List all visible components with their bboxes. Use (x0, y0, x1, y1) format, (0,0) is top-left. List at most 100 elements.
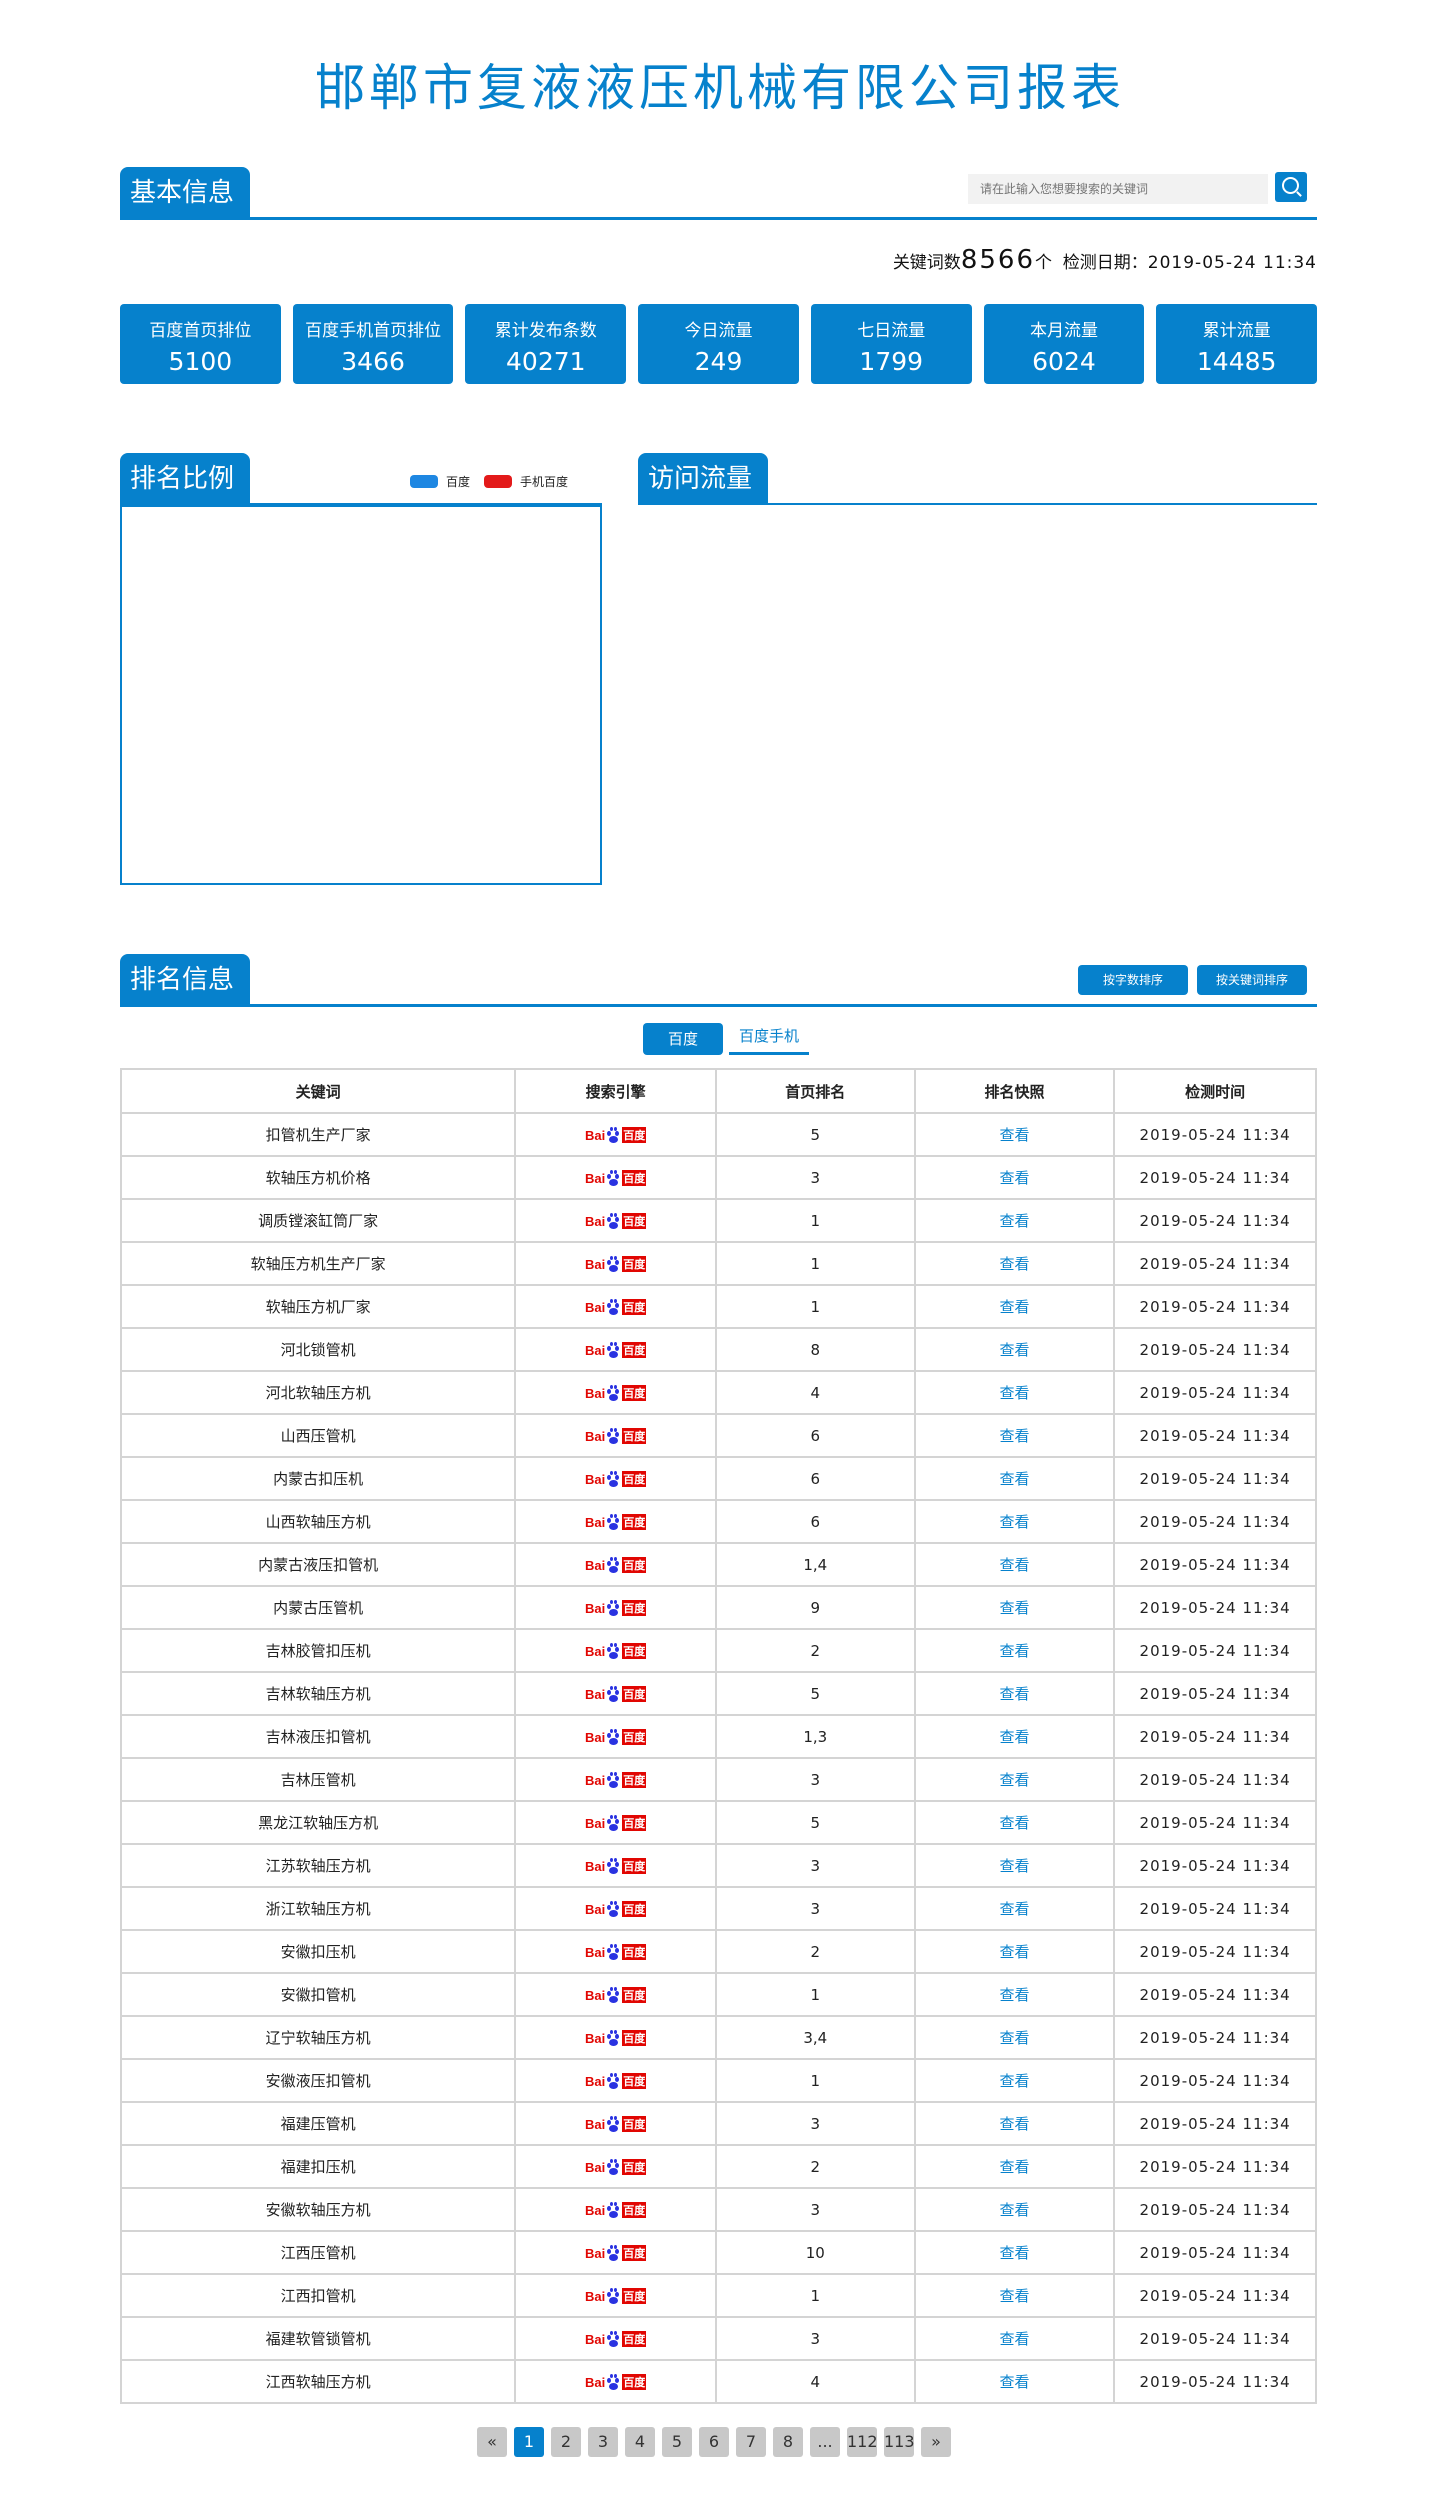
rank-cell: 3 (714, 1886, 916, 1931)
rank-cell: 6 (714, 1413, 916, 1458)
table-row: 江苏软轴压方机 Bai 百度 3 查看 2019-05-24 11:34 (119, 1843, 1317, 1888)
view-snapshot-link[interactable]: 查看 (913, 2015, 1116, 2060)
baidu-logo: Bai 百度 (585, 1900, 647, 1917)
page-button[interactable]: ... (810, 2427, 840, 2457)
keyword-cell: 江西软轴压方机 (119, 2359, 517, 2404)
view-snapshot-link[interactable]: 查看 (913, 1757, 1116, 1802)
sort-by-count-button[interactable]: 按字数排序 (1078, 965, 1188, 995)
view-snapshot-link[interactable]: 查看 (913, 1241, 1116, 1286)
rank-cell: 1 (714, 2273, 916, 2318)
page-button[interactable]: 2 (551, 2427, 581, 2457)
logo-text: Bai (585, 1170, 606, 1186)
keyword-cell: 辽宁软轴压方机 (119, 2015, 517, 2060)
logo-cn: 百度 (622, 2115, 647, 2132)
column-header: 排名快照 (913, 1068, 1116, 1114)
time-cell: 2019-05-24 11:34 (1113, 1628, 1317, 1673)
table-row: 吉林软轴压方机 Bai 百度 5 查看 2019-05-24 11:34 (119, 1671, 1317, 1716)
table-row: 福建软管锁管机 Bai 百度 3 查看 2019-05-24 11:34 (119, 2316, 1317, 2361)
view-snapshot-link[interactable]: 查看 (913, 1843, 1116, 1888)
view-snapshot-link[interactable]: 查看 (913, 1112, 1116, 1157)
logo-text: Bai (585, 2245, 606, 2261)
logo-cn: 百度 (622, 2201, 647, 2218)
tab-baidu-mobile[interactable]: 百度手机 (729, 1023, 809, 1055)
keyword-cell: 吉林液压扣管机 (119, 1714, 517, 1759)
baidu-paw-icon (606, 1986, 620, 2003)
stat-value: 40271 (506, 347, 586, 376)
view-snapshot-link[interactable]: 查看 (913, 1284, 1116, 1329)
stat-value: 5100 (168, 347, 233, 376)
table-row: 山西压管机 Bai 百度 6 查看 2019-05-24 11:34 (119, 1413, 1317, 1458)
traffic-header: 访问流量 (638, 453, 1317, 505)
view-snapshot-link[interactable]: 查看 (913, 2144, 1116, 2189)
view-snapshot-link[interactable]: 查看 (913, 1671, 1116, 1716)
time-cell: 2019-05-24 11:34 (1113, 1929, 1317, 1974)
rank-cell: 5 (714, 1112, 916, 1157)
tab-baidu[interactable]: 百度 (643, 1023, 723, 1055)
view-snapshot-link[interactable]: 查看 (913, 1499, 1116, 1544)
time-cell: 2019-05-24 11:34 (1113, 2230, 1317, 2275)
view-snapshot-link[interactable]: 查看 (913, 1886, 1116, 1931)
baidu-logo: Bai 百度 (585, 1814, 647, 1831)
page-button[interactable]: 4 (625, 2427, 655, 2457)
view-snapshot-link[interactable]: 查看 (913, 1198, 1116, 1243)
rank-cell: 2 (714, 1628, 916, 1673)
baidu-logo: Bai 百度 (585, 1599, 647, 1616)
rank-cell: 8 (714, 1327, 916, 1372)
page-button[interactable]: 5 (662, 2427, 692, 2457)
time-cell: 2019-05-24 11:34 (1113, 1198, 1317, 1243)
baidu-paw-icon (606, 1814, 620, 1831)
table-row: 内蒙古扣压机 Bai 百度 6 查看 2019-05-24 11:34 (119, 1456, 1317, 1501)
logo-cn: 百度 (622, 1169, 647, 1186)
page-button[interactable]: 112 (847, 2427, 878, 2457)
page-button[interactable]: 6 (699, 2427, 729, 2457)
keyword-cell: 安徽扣管机 (119, 1972, 517, 2017)
page-button[interactable]: 3 (588, 2427, 618, 2457)
view-snapshot-link[interactable]: 查看 (913, 1800, 1116, 1845)
keyword-cell: 内蒙古液压扣管机 (119, 1542, 517, 1587)
view-snapshot-link[interactable]: 查看 (913, 2359, 1116, 2404)
baidu-paw-icon (606, 2330, 620, 2347)
rank-cell: 2 (714, 2144, 916, 2189)
view-snapshot-link[interactable]: 查看 (913, 2230, 1116, 2275)
view-snapshot-link[interactable]: 查看 (913, 2316, 1116, 2361)
stat-card: 累计发布条数 40271 (465, 304, 627, 384)
keyword-count-label: 关键词数 (892, 253, 961, 273)
page-button[interactable]: 8 (773, 2427, 803, 2457)
view-snapshot-link[interactable]: 查看 (913, 1714, 1116, 1759)
view-snapshot-link[interactable]: 查看 (913, 1628, 1116, 1673)
stat-label: 今日流量 (684, 321, 753, 341)
view-snapshot-link[interactable]: 查看 (913, 1155, 1116, 1200)
view-snapshot-link[interactable]: 查看 (913, 1585, 1116, 1630)
engine-cell: Bai 百度 (514, 2144, 717, 2189)
rank-cell: 2 (714, 1929, 916, 1974)
prev-page-button[interactable]: « (477, 2427, 507, 2457)
view-snapshot-link[interactable]: 查看 (913, 2101, 1116, 2146)
view-snapshot-link[interactable]: 查看 (913, 1370, 1116, 1415)
time-cell: 2019-05-24 11:34 (1113, 1456, 1317, 1501)
baidu-logo: Bai 百度 (585, 1943, 647, 1960)
page-button[interactable]: 7 (736, 2427, 766, 2457)
page-button[interactable]: 113 (884, 2427, 915, 2457)
view-snapshot-link[interactable]: 查看 (913, 1413, 1116, 1458)
view-snapshot-link[interactable]: 查看 (913, 1542, 1116, 1587)
baidu-logo: Bai 百度 (585, 1986, 647, 2003)
view-snapshot-link[interactable]: 查看 (913, 1929, 1116, 1974)
rank-cell: 4 (714, 1370, 916, 1415)
view-snapshot-link[interactable]: 查看 (913, 2187, 1116, 2232)
view-snapshot-link[interactable]: 查看 (913, 2058, 1116, 2103)
view-snapshot-link[interactable]: 查看 (913, 1327, 1116, 1372)
view-snapshot-link[interactable]: 查看 (913, 1456, 1116, 1501)
view-snapshot-link[interactable]: 查看 (913, 2273, 1116, 2318)
page-button[interactable]: 1 (514, 2427, 544, 2457)
logo-text: Bai (585, 1686, 606, 1702)
table-row: 调质镗滚缸筒厂家 Bai 百度 1 查看 2019-05-24 11:34 (119, 1198, 1317, 1243)
time-cell: 2019-05-24 11:34 (1113, 2144, 1317, 2189)
search-button[interactable] (1275, 172, 1307, 202)
rank-cell: 6 (714, 1456, 916, 1501)
table-row: 吉林胶管扣压机 Bai 百度 2 查看 2019-05-24 11:34 (119, 1628, 1317, 1673)
sort-by-keyword-button[interactable]: 按关键词排序 (1197, 965, 1307, 995)
view-snapshot-link[interactable]: 查看 (913, 1972, 1116, 2017)
next-page-button[interactable]: » (921, 2427, 951, 2457)
search-input[interactable] (968, 174, 1268, 204)
table-row: 安徽液压扣管机 Bai 百度 1 查看 2019-05-24 11:34 (119, 2058, 1317, 2103)
